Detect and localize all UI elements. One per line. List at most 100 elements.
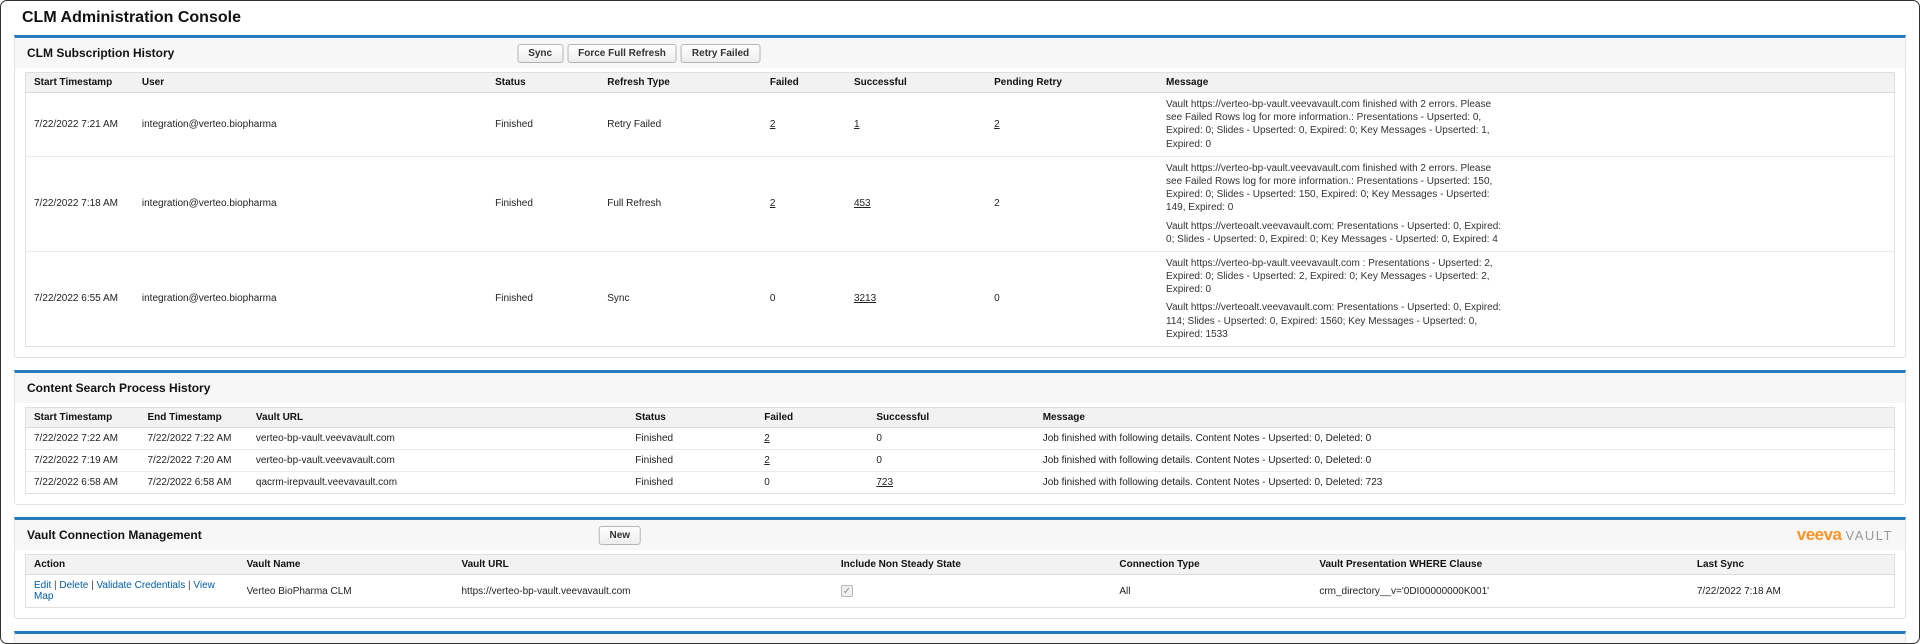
failed-cell: 2 (756, 428, 868, 450)
failed-count-link[interactable]: 2 (764, 455, 770, 466)
refresh-type-cell: Retry Failed (607, 118, 662, 130)
content-search-panel-title: Content Search Process History (27, 381, 211, 395)
content-search-panel-header: Content Search Process History (15, 373, 1905, 403)
vault-conn-header-row: Action Vault Name Vault URL Include Non … (25, 554, 1895, 575)
include-non-steady-state-checkbox (840, 585, 853, 597)
retry-failed-button[interactable]: Retry Failed (680, 43, 761, 63)
link-separator: | (51, 580, 60, 591)
vault-conn-panel-header: Vault Connection Management New veeva VA… (15, 520, 1905, 550)
vault-name-cell: Verteo BioPharma CLM (246, 585, 352, 597)
successful-count-link[interactable]: 3213 (853, 293, 877, 305)
table-row: Edit | Delete | Validate Credentials | V… (26, 575, 1895, 608)
message-text: Vault https://verteo-bp-vault.veevavault… (1166, 99, 1492, 150)
action-cell: Edit | Delete | Validate Credentials | V… (26, 575, 239, 608)
successful-cell: 453 (845, 155, 987, 252)
successful-cell: 723 (868, 471, 1035, 494)
message-text: Vault https://verteoalt.veevavault.com: … (1166, 302, 1502, 340)
successful-count-link[interactable]: 1 (853, 118, 860, 130)
col-start-timestamp: Start Timestamp (25, 72, 134, 93)
status-cell: Finished (495, 118, 533, 130)
vault-conn-panel-title: Vault Connection Management (27, 528, 202, 542)
col-failed: Failed (756, 407, 869, 428)
content-search-header-row: Start Timestamp End Timestamp Vault URL … (25, 407, 1895, 428)
page-title: CLM Administration Console (22, 9, 241, 26)
end-timestamp-cell: 7/22/2022 7:20 AM (139, 449, 248, 472)
start-timestamp-cell: 7/22/2022 7:22 AM (34, 433, 118, 444)
link-separator: | (88, 580, 97, 591)
edit-link[interactable]: Edit (34, 580, 52, 591)
successful-count-link[interactable]: 723 (876, 477, 894, 488)
col-vault-url: Vault URL (453, 554, 833, 575)
status-cell: Finished (627, 449, 757, 472)
failed-count-link[interactable]: 2 (769, 198, 776, 210)
table-row: 7/22/2022 6:58 AM 7/22/2022 6:58 AM qacr… (25, 471, 1895, 494)
col-include-non-steady-state: Include Non Steady State (832, 554, 1112, 575)
vault-url-cell: verteo-bp-vault.veevavault.com (247, 449, 628, 472)
subscription-header-row: Start Timestamp User Status Refresh Type… (25, 72, 1895, 93)
status-cell: Finished (487, 155, 600, 252)
user-cell: integration@verteo.biopharma (133, 250, 488, 347)
include-non-steady-state-cell (833, 575, 1111, 608)
failed-cell: 2 (761, 155, 846, 252)
table-row: 7/22/2022 7:18 AM integration@verteo.bio… (25, 155, 1895, 252)
view-map-link[interactable]: View Map (34, 580, 215, 602)
new-button[interactable]: New (598, 525, 642, 545)
col-user: User (133, 72, 488, 93)
failed-cell: 0 (756, 471, 869, 494)
col-message: Message (1034, 407, 1895, 428)
message-text: Vault https://verteo-bp-vault.veevavault… (1166, 257, 1493, 296)
col-successful: Successful (845, 72, 987, 93)
refresh-type-cell: Full Refresh (599, 155, 762, 252)
vault-conn-button-group: New (598, 525, 642, 545)
col-end-timestamp: End Timestamp (139, 407, 248, 428)
pending-retry-cell: 0 (986, 250, 1159, 347)
vault-url-cell: https://verteo-bp-vault.veevavault.com (461, 585, 631, 597)
col-status: Status (487, 72, 600, 93)
panel-content-search-history: Content Search Process History Start Tim… (14, 370, 1906, 505)
successful-cell: 1 (846, 93, 986, 157)
vault-url-cell: verteo-bp-vault.veevavault.com (255, 433, 395, 444)
col-last-sync: Last Sync (1688, 554, 1895, 575)
table-row: 7/22/2022 7:19 AM 7/22/2022 7:20 AM vert… (25, 449, 1895, 472)
failed-count-link[interactable]: 2 (769, 118, 776, 130)
col-action: Action (25, 554, 239, 575)
start-timestamp-cell: 7/22/2022 7:19 AM (25, 449, 140, 472)
col-connection-type: Connection Type (1111, 554, 1312, 575)
subscription-panel-header: CLM Subscription History Sync Force Full… (15, 38, 1905, 68)
pending-retry-count-link[interactable]: 2 (994, 118, 1000, 130)
sync-button[interactable]: Sync (517, 43, 564, 63)
message-text: Vault https://verteo-bp-vault.veevavault… (1166, 162, 1493, 214)
start-timestamp-cell: 7/22/2022 6:58 AM (25, 471, 140, 494)
message-cell: Job finished with following details. Con… (1042, 433, 1372, 444)
message-cell: Job finished with following details. Con… (1034, 449, 1895, 472)
subscription-button-group: Sync Force Full Refresh Retry Failed (517, 43, 761, 63)
col-failed: Failed (761, 72, 846, 93)
panel-vault-connection-management: Vault Connection Management New veeva VA… (14, 517, 1906, 619)
vault-url-cell: qacrm-irepvault.veevavault.com (247, 471, 628, 494)
table-row: 7/22/2022 7:21 AM integration@verteo.bio… (26, 93, 1895, 157)
message-cell: Job finished with following details. Con… (1034, 471, 1895, 494)
pending-retry-cell: 2 (986, 155, 1159, 252)
subscription-panel-title: CLM Subscription History (27, 46, 175, 60)
failed-cell: 2 (756, 449, 869, 472)
status-cell: Finished (635, 433, 674, 444)
table-row: 7/22/2022 7:22 AM 7/22/2022 7:22 AM vert… (26, 428, 1895, 450)
col-start-timestamp: Start Timestamp (25, 407, 140, 428)
message-text: Vault https://verteoalt.veevavault.com: … (1166, 220, 1502, 245)
col-where-clause: Vault Presentation WHERE Clause (1311, 554, 1689, 575)
col-successful: Successful (868, 407, 1035, 428)
col-vault-name: Vault Name (238, 554, 454, 575)
validate-credentials-link[interactable]: Validate Credentials (96, 580, 186, 591)
successful-count-link[interactable]: 453 (853, 198, 871, 210)
vault-conn-table: Action Vault Name Vault URL Include Non … (25, 554, 1895, 608)
start-timestamp-cell: 7/22/2022 7:18 AM (25, 155, 134, 252)
successful-cell: 0 (868, 449, 1035, 472)
delete-link[interactable]: Delete (59, 580, 89, 591)
force-full-refresh-button[interactable]: Force Full Refresh (567, 43, 677, 63)
start-timestamp-cell: 7/22/2022 7:21 AM (34, 118, 118, 130)
connection-type-cell: All (1119, 585, 1131, 597)
col-message: Message (1158, 72, 1895, 93)
failed-count-link[interactable]: 2 (764, 433, 770, 444)
message-cell: Vault https://verteo-bp-vault.veevavault… (1158, 155, 1895, 252)
message-cell: Vault https://verteo-bp-vault.veevavault… (1158, 93, 1894, 157)
